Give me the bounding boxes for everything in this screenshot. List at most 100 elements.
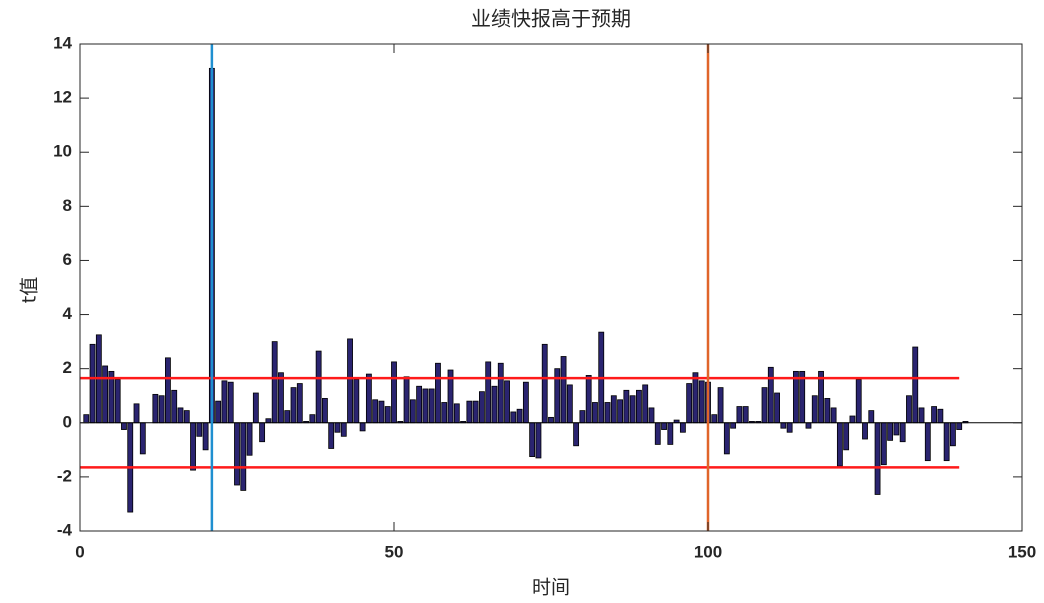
bar bbox=[661, 422, 667, 430]
bar bbox=[378, 400, 385, 424]
bar bbox=[855, 379, 862, 424]
bar bbox=[629, 395, 636, 424]
bar bbox=[805, 422, 812, 429]
bar bbox=[133, 403, 140, 424]
bar bbox=[874, 422, 881, 495]
bar bbox=[617, 399, 623, 424]
bar bbox=[177, 407, 184, 424]
bar bbox=[391, 361, 397, 424]
bar bbox=[365, 373, 372, 424]
x-tick-label: 0 bbox=[75, 542, 84, 561]
bar bbox=[83, 414, 90, 424]
bar bbox=[836, 422, 843, 467]
bar bbox=[89, 343, 96, 424]
bar bbox=[862, 422, 868, 440]
bar bbox=[654, 422, 661, 445]
bar bbox=[698, 380, 705, 424]
bar bbox=[566, 384, 573, 424]
bar bbox=[880, 422, 887, 466]
bar bbox=[535, 422, 542, 459]
bar bbox=[893, 422, 900, 436]
bar bbox=[139, 422, 146, 455]
bar bbox=[849, 415, 856, 424]
bar bbox=[441, 402, 448, 424]
x-tick-label: 50 bbox=[385, 542, 404, 561]
bar bbox=[623, 389, 630, 424]
y-axis-label: t值 bbox=[19, 277, 41, 303]
bar bbox=[736, 406, 743, 424]
chart-title: 业绩快报高于预期 bbox=[471, 7, 631, 31]
bar bbox=[284, 410, 291, 424]
bar bbox=[416, 385, 423, 424]
bar bbox=[171, 389, 178, 424]
bar bbox=[190, 422, 196, 471]
bar bbox=[937, 408, 944, 424]
bar bbox=[290, 387, 297, 424]
bar bbox=[667, 422, 674, 445]
bar bbox=[679, 422, 686, 433]
bar bbox=[723, 422, 730, 455]
x-tick-label: 100 bbox=[694, 542, 722, 561]
bar bbox=[121, 422, 127, 430]
bar bbox=[956, 422, 963, 430]
bar bbox=[158, 395, 165, 424]
bar bbox=[529, 422, 536, 457]
bar bbox=[924, 422, 931, 462]
bar bbox=[610, 395, 617, 424]
bar bbox=[278, 372, 284, 424]
bar bbox=[585, 375, 592, 424]
bar bbox=[271, 341, 278, 424]
bar bbox=[510, 411, 517, 424]
bar bbox=[485, 361, 492, 424]
bar bbox=[152, 393, 159, 424]
bar bbox=[422, 388, 429, 424]
bar bbox=[453, 403, 460, 424]
bar bbox=[887, 422, 894, 441]
y-tick-label: 2 bbox=[63, 358, 72, 377]
bar bbox=[221, 380, 228, 424]
bar bbox=[830, 407, 837, 424]
bar bbox=[868, 410, 875, 424]
bar bbox=[466, 400, 473, 424]
bar bbox=[296, 383, 303, 424]
bar bbox=[648, 407, 655, 424]
bar bbox=[541, 343, 548, 424]
bar bbox=[843, 422, 850, 451]
bar bbox=[234, 422, 240, 486]
bar bbox=[479, 391, 485, 424]
y-tick-label: 10 bbox=[53, 142, 72, 161]
bar bbox=[811, 395, 818, 424]
bar bbox=[742, 406, 749, 424]
bar bbox=[497, 362, 504, 424]
bar bbox=[560, 356, 567, 424]
bar bbox=[334, 422, 341, 433]
bar bbox=[435, 362, 441, 424]
y-tick-label: -4 bbox=[57, 520, 73, 539]
bar bbox=[548, 416, 554, 424]
bar bbox=[202, 422, 209, 451]
bar bbox=[931, 406, 937, 424]
bar bbox=[322, 398, 328, 424]
bar bbox=[384, 406, 391, 424]
bar bbox=[554, 368, 561, 424]
bar bbox=[409, 399, 416, 424]
bar bbox=[906, 395, 912, 424]
bar bbox=[767, 366, 774, 424]
bar bbox=[730, 422, 737, 429]
bar bbox=[943, 422, 950, 462]
bar bbox=[686, 383, 693, 424]
bar bbox=[692, 372, 699, 424]
axes-box bbox=[79, 43, 1023, 532]
bar bbox=[340, 422, 347, 437]
bar bbox=[183, 410, 190, 424]
y-tick-label: 8 bbox=[63, 196, 72, 215]
bar bbox=[353, 379, 360, 424]
y-tick-label: 12 bbox=[53, 88, 72, 107]
bar bbox=[950, 422, 956, 447]
bar bbox=[516, 408, 523, 424]
bar bbox=[252, 392, 259, 424]
bar bbox=[328, 422, 335, 449]
bar bbox=[259, 422, 266, 443]
bar bbox=[604, 402, 611, 424]
